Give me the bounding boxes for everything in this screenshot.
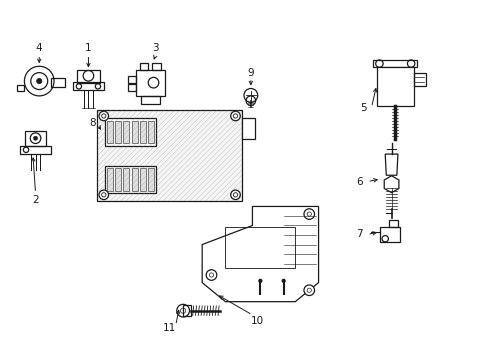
Circle shape <box>304 209 314 219</box>
Bar <box>105 118 155 145</box>
Bar <box>131 121 137 143</box>
Circle shape <box>99 190 108 199</box>
Text: 10: 10 <box>251 316 264 326</box>
Circle shape <box>206 270 216 280</box>
Text: 3: 3 <box>152 43 159 53</box>
Text: 11: 11 <box>163 323 176 333</box>
Circle shape <box>258 279 262 283</box>
Circle shape <box>304 285 314 296</box>
Bar <box>115 168 121 190</box>
Bar <box>140 168 145 190</box>
Polygon shape <box>384 176 398 193</box>
Text: 9: 9 <box>247 68 254 78</box>
Text: 6: 6 <box>356 177 363 186</box>
Bar <box>131 168 137 190</box>
Text: 1: 1 <box>85 43 92 53</box>
Circle shape <box>281 279 285 283</box>
Polygon shape <box>376 67 413 106</box>
Bar <box>148 121 154 143</box>
Bar <box>106 121 112 143</box>
Text: 7: 7 <box>356 229 363 239</box>
Bar <box>105 166 155 193</box>
Bar <box>115 121 121 143</box>
Circle shape <box>244 89 257 102</box>
Text: 5: 5 <box>360 103 366 113</box>
Text: 8: 8 <box>89 118 95 129</box>
Circle shape <box>230 190 240 199</box>
Bar <box>148 168 154 190</box>
Polygon shape <box>97 110 242 201</box>
Polygon shape <box>385 154 397 175</box>
Bar <box>123 121 129 143</box>
Text: 4: 4 <box>36 43 42 53</box>
Polygon shape <box>202 206 318 302</box>
Bar <box>242 118 255 139</box>
Text: 2: 2 <box>32 194 39 204</box>
Bar <box>140 121 145 143</box>
Circle shape <box>33 136 38 140</box>
Circle shape <box>37 78 42 84</box>
Circle shape <box>99 111 108 121</box>
Bar <box>106 168 112 190</box>
Bar <box>123 168 129 190</box>
Circle shape <box>230 111 240 121</box>
